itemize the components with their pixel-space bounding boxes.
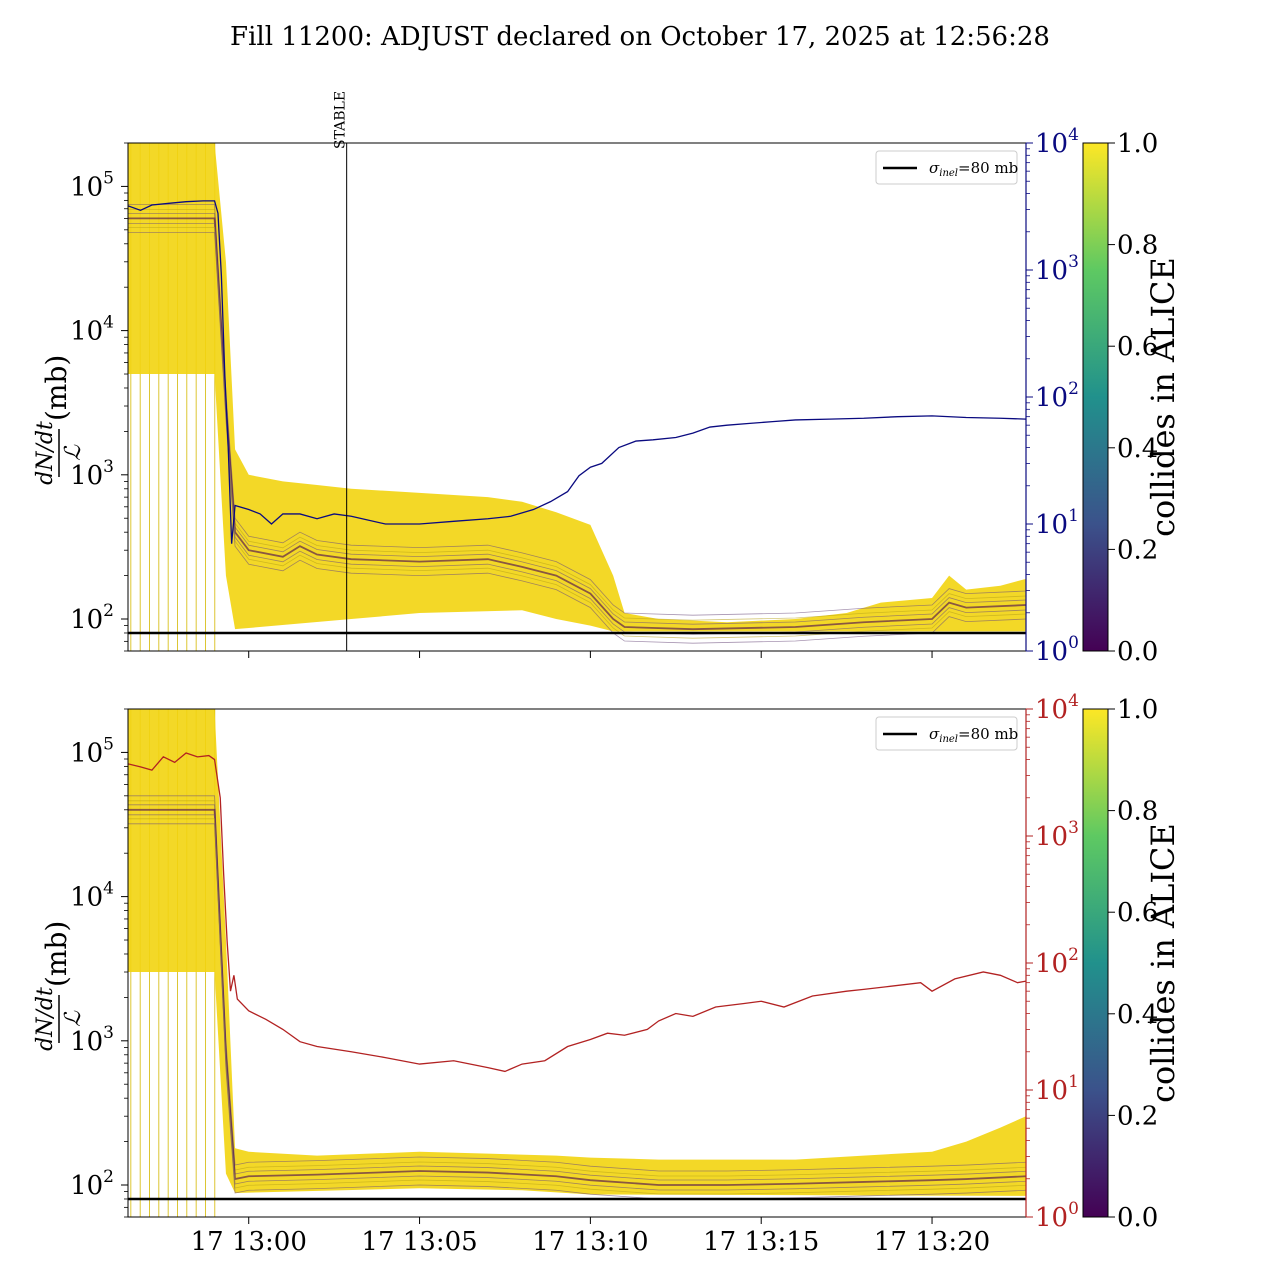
top-colorbar-tick-label-4: 0.8 xyxy=(1117,231,1158,261)
bottom-x-tick-label-3: 17 13:15 xyxy=(703,1227,819,1257)
bottom-legend-label: σinel=80 mb xyxy=(929,725,1018,745)
top-legend-label: σinel=80 mb xyxy=(929,159,1018,179)
bottom-trace-line-2 xyxy=(128,804,1026,1181)
bottom-legend-rest: =80 mb xyxy=(958,725,1018,743)
top-colorbar-tick-label-1: 0.2 xyxy=(1117,535,1158,565)
top-colorbar-tick-label-2: 0.4 xyxy=(1117,434,1158,464)
bottom-right-tick-label-0: 100 xyxy=(1035,1199,1079,1233)
top-trace-line-4 xyxy=(128,222,1026,635)
top-trace-line-0 xyxy=(128,203,1026,616)
top-colorbar-label: collides in ALICE xyxy=(1144,257,1182,537)
top-right-tick-label-2: 102 xyxy=(1035,379,1079,413)
bottom-left-tick-label-2: 104 xyxy=(70,879,114,913)
bottom-axis-ticks: 102 103 104 105 100 101 102 103 104 17 13:00 17 13… xyxy=(70,691,1079,1257)
bottom-legend: σinel=80 mb xyxy=(875,716,1018,751)
top-secondary-series-line xyxy=(128,200,1026,544)
top-legend-sigma: σ xyxy=(929,159,940,177)
top-colorbar-ticks: 0.0 0.2 0.4 0.6 0.8 1.0 xyxy=(1108,129,1158,667)
bottom-trace-line-5 xyxy=(128,818,1026,1195)
bottom-trace-line-1 xyxy=(128,800,1026,1177)
top-left-tick-label-0: 102 xyxy=(70,601,114,635)
top-yellow-envelope xyxy=(128,143,1026,632)
bottom-plot-area xyxy=(128,709,1026,1217)
top-right-tick-label-0: 100 xyxy=(1035,633,1079,667)
bottom-colorbar-gradient xyxy=(1082,708,1109,1218)
top-legend-sub: inel xyxy=(939,168,958,179)
top-left-tick-label-3: 105 xyxy=(70,168,114,202)
top-trace-line-3 xyxy=(128,217,1026,631)
bottom-y-axis-label: dN/dt ℒ (mb) xyxy=(33,921,86,1051)
bottom-left-tick-label-3: 105 xyxy=(70,734,114,768)
top-colorbar: 0.0 0.2 0.4 0.6 0.8 1.0 collides in ALICE xyxy=(1082,129,1182,667)
bottom-x-tick-label-1: 17 13:05 xyxy=(361,1227,477,1257)
bottom-colorbar-tick-label-5: 1.0 xyxy=(1117,695,1158,725)
top-trace-line-6 xyxy=(128,231,1026,644)
top-left-tick-label-2: 104 xyxy=(70,313,114,347)
bottom-secondary-series-line xyxy=(128,752,1026,1073)
top-axis-ticks: STABLE 102 103 104 105 100 101 102 103 104 xyxy=(70,91,1079,667)
chart-title: Fill 11200: ADJUST declared on October 1… xyxy=(230,22,1050,52)
top-colorbar-tick-label-0: 0.0 xyxy=(1117,637,1158,667)
top-legend: σinel=80 mb xyxy=(875,150,1018,185)
bottom-ylabel-denominator: ℒ xyxy=(61,1010,86,1027)
bottom-yellow-envelope xyxy=(128,709,1026,1196)
bottom-trace-line-3 xyxy=(128,808,1026,1186)
top-stable-marker-label: STABLE xyxy=(333,91,349,149)
top-legend-box xyxy=(875,150,1018,185)
bottom-x-tick-label-0: 17 13:00 xyxy=(191,1227,307,1257)
bottom-x-tick-label-2: 17 13:10 xyxy=(532,1227,648,1257)
bottom-colorbar: 0.0 0.2 0.4 0.6 0.8 1.0 collides in ALICE xyxy=(1082,695,1182,1233)
top-trace-line-1 xyxy=(128,208,1026,621)
bottom-trace-line-4 xyxy=(128,814,1026,1191)
top-plot-area xyxy=(128,143,1026,651)
bottom-colorbar-tick-label-3: 0.6 xyxy=(1117,898,1158,928)
top-right-tick-label-1: 101 xyxy=(1035,506,1079,540)
bottom-left-tick-label-1: 103 xyxy=(70,1023,114,1057)
bottom-trace-line-0 xyxy=(128,795,1026,1172)
bottom-left-tick-label-0: 102 xyxy=(70,1167,114,1201)
bottom-colorbar-label: collides in ALICE xyxy=(1144,823,1182,1103)
bottom-right-tick-label-1: 101 xyxy=(1035,1072,1079,1106)
bottom-colorbar-tick-label-1: 0.2 xyxy=(1117,1101,1158,1131)
top-ylabel-numerator: dN/dt xyxy=(33,421,58,485)
bottom-colorbar-tick-label-2: 0.4 xyxy=(1117,1000,1158,1030)
bottom-colorbar-tick-label-4: 0.8 xyxy=(1117,797,1158,827)
top-panel: STABLE 102 103 104 105 100 101 102 103 104 dN/dt … xyxy=(33,91,1182,667)
bottom-panel: 102 103 104 105 100 101 102 103 104 17 13:00 17 13… xyxy=(33,691,1182,1257)
bottom-trace-line-6 xyxy=(128,823,1026,1200)
top-y-axis-label: dN/dt ℒ (mb) xyxy=(33,355,86,485)
top-right-tick-label-3: 103 xyxy=(1035,252,1079,286)
bottom-right-tick-label-3: 103 xyxy=(1035,818,1079,852)
top-legend-rest: =80 mb xyxy=(958,159,1018,177)
bottom-right-tick-label-4: 104 xyxy=(1035,691,1079,725)
bottom-x-tick-label-4: 17 13:20 xyxy=(874,1227,990,1257)
bottom-ylabel-numerator: dN/dt xyxy=(33,987,58,1051)
bottom-right-tick-label-2: 102 xyxy=(1035,945,1079,979)
top-trace-line-2 xyxy=(128,212,1026,625)
bottom-legend-sigma: σ xyxy=(929,725,940,743)
bottom-colorbar-tick-label-0: 0.0 xyxy=(1117,1203,1158,1233)
top-left-tick-label-1: 103 xyxy=(70,457,114,491)
top-ylabel-unit: (mb) xyxy=(40,355,73,421)
bottom-colorbar-ticks: 0.0 0.2 0.4 0.6 0.8 1.0 xyxy=(1108,695,1158,1233)
top-colorbar-tick-label-5: 1.0 xyxy=(1117,129,1158,159)
bottom-ylabel-unit: (mb) xyxy=(40,921,73,987)
top-colorbar-gradient xyxy=(1082,142,1109,652)
bottom-legend-sub: inel xyxy=(939,734,958,745)
top-right-tick-label-4: 104 xyxy=(1035,125,1079,159)
bottom-axes-frame xyxy=(127,708,1027,1218)
top-colorbar-tick-label-3: 0.6 xyxy=(1117,332,1158,362)
top-trace-line-5 xyxy=(128,226,1026,639)
top-ylabel-denominator: ℒ xyxy=(61,444,86,461)
bottom-legend-box xyxy=(875,716,1018,751)
